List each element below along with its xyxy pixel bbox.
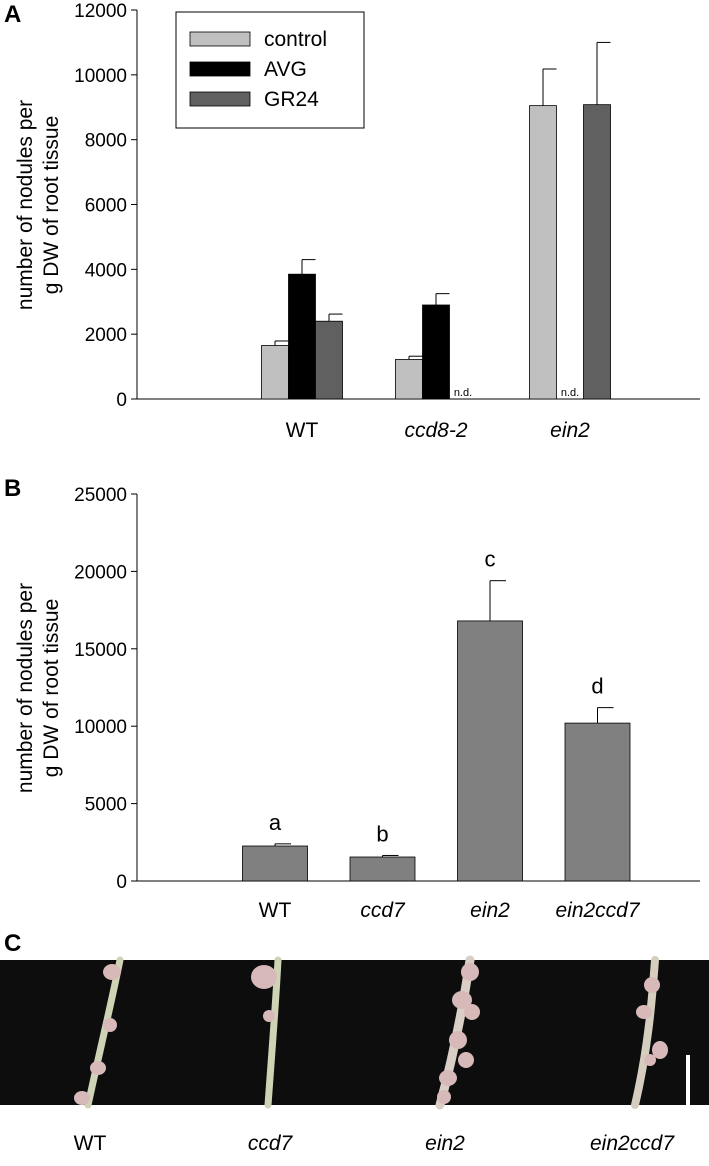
legend-label: AVG: [264, 58, 307, 81]
y-tick-label: 4000: [85, 260, 127, 281]
bar: [261, 345, 289, 400]
x-tick-label: ein2: [550, 419, 590, 442]
error-bar: [301, 259, 316, 275]
photo-label: ein2ccd7: [590, 1132, 675, 1155]
y-tick-label: 10000: [74, 717, 127, 738]
error-bar: [596, 41, 611, 105]
y-tick-label: 5000: [85, 795, 127, 816]
x-tick-label: WT: [259, 899, 292, 922]
significance-letter: d: [591, 674, 603, 699]
bar: [583, 104, 611, 400]
y-tick-label: 15000: [74, 640, 127, 661]
legend-label: GR24: [264, 88, 319, 111]
photo-label: WT: [74, 1132, 107, 1155]
panel-label: C: [4, 930, 21, 957]
error-bar: [274, 340, 289, 346]
error-bar: [382, 854, 399, 858]
error-bar: [542, 68, 557, 106]
bar: [529, 105, 557, 400]
error-bar: [435, 293, 450, 305]
value-label: n.d.: [561, 387, 579, 399]
bar: [564, 722, 631, 882]
bar: [242, 845, 308, 882]
legend-swatch: [189, 91, 251, 107]
legend-swatch: [189, 61, 251, 77]
y-axis-label: number of nodules per: [14, 583, 37, 793]
photo-label: ein2: [425, 1132, 465, 1155]
value-label: n.d.: [454, 387, 472, 399]
y-tick-label: 12000: [74, 1, 127, 22]
nodules: [74, 963, 668, 1105]
significance-letter: c: [485, 547, 496, 572]
bar: [315, 320, 343, 400]
bar: [457, 620, 523, 882]
y-axis-label: g DW of root tissue: [40, 599, 63, 778]
error-bar: [328, 313, 343, 322]
x-tick-label: ccd7: [360, 899, 406, 922]
bar: [422, 304, 450, 400]
x-tick-label: ein2: [470, 899, 510, 922]
y-axis-label: g DW of root tissue: [40, 116, 63, 295]
error-bar: [408, 355, 423, 360]
panel-label: B: [4, 475, 21, 502]
y-tick-label: 0: [116, 390, 127, 411]
significance-letter: a: [269, 810, 282, 835]
y-tick-label: 0: [116, 872, 127, 893]
error-bar: [597, 707, 614, 724]
photo-label: ccd7: [248, 1132, 294, 1155]
y-axis-label: number of nodules per: [14, 100, 37, 310]
legend-label: control: [264, 28, 327, 51]
y-tick-label: 6000: [85, 196, 127, 217]
x-tick-label: ein2ccd7: [555, 899, 640, 922]
significance-letter: b: [376, 821, 388, 846]
x-tick-label: WT: [286, 419, 319, 442]
legend-swatch: [189, 31, 251, 47]
y-tick-label: 10000: [74, 66, 127, 87]
panel-label: A: [4, 1, 21, 28]
bar: [395, 359, 423, 400]
error-bar: [274, 843, 291, 847]
error-bar: [489, 580, 506, 621]
bar: [349, 856, 416, 882]
y-tick-label: 8000: [85, 131, 127, 152]
y-tick-label: 25000: [74, 485, 127, 506]
x-tick-label: ccd8-2: [404, 419, 467, 442]
y-tick-label: 2000: [85, 325, 127, 346]
bar: [288, 273, 316, 400]
y-tick-label: 20000: [74, 562, 127, 583]
